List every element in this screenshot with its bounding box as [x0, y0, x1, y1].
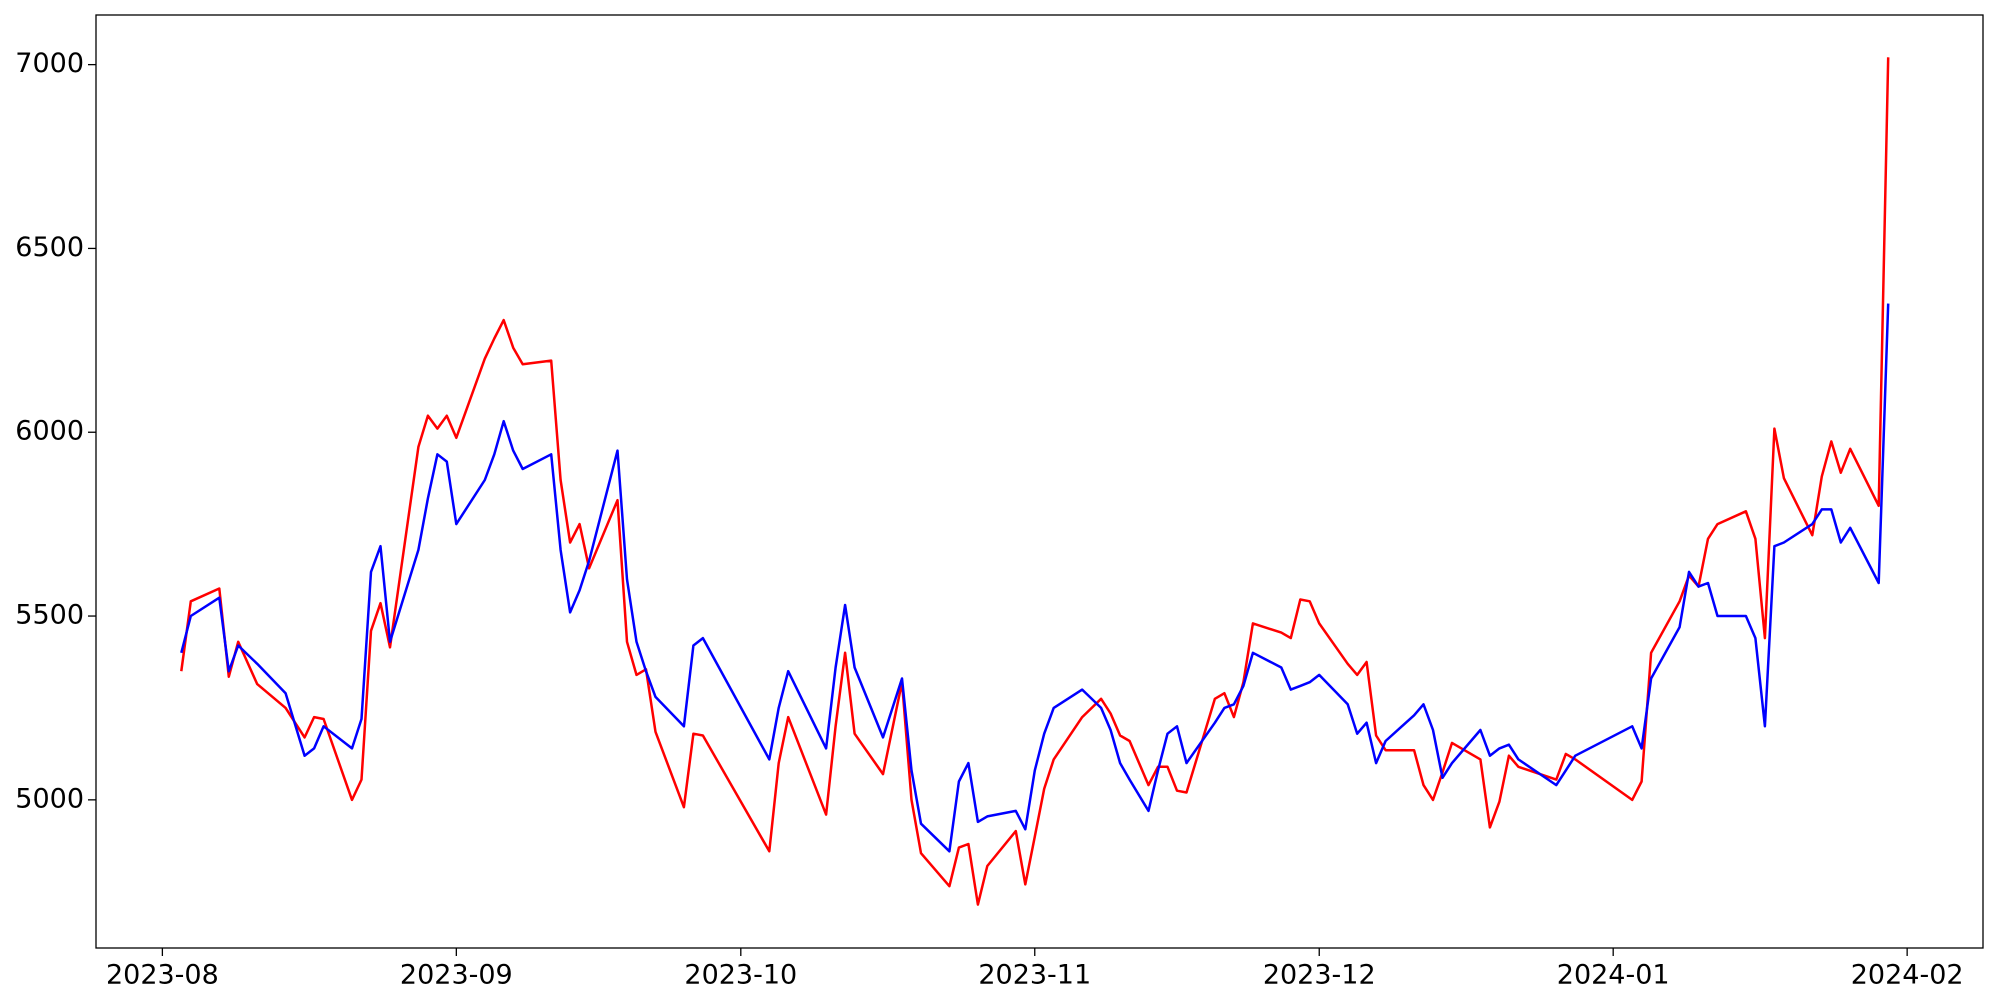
plot-frame [95, 14, 1984, 949]
x-tick-label: 2023-08 [106, 960, 219, 991]
x-tick-label: 2024-02 [1851, 960, 1964, 991]
series-line [180, 303, 1890, 853]
y-tick-label: 6000 [15, 416, 84, 447]
x-tick-label: 2023-11 [978, 960, 1091, 991]
y-tick-label: 5000 [15, 783, 84, 814]
series-line [180, 57, 1890, 906]
x-tick-label: 2024-01 [1557, 960, 1670, 991]
x-tick-label: 2023-10 [684, 960, 797, 991]
y-tick-label: 7000 [15, 48, 84, 79]
y-tick-label: 5500 [15, 600, 84, 631]
x-tick-label: 2023-09 [400, 960, 513, 991]
x-tick-label: 2023-12 [1263, 960, 1376, 991]
y-tick-label: 6500 [15, 232, 84, 263]
